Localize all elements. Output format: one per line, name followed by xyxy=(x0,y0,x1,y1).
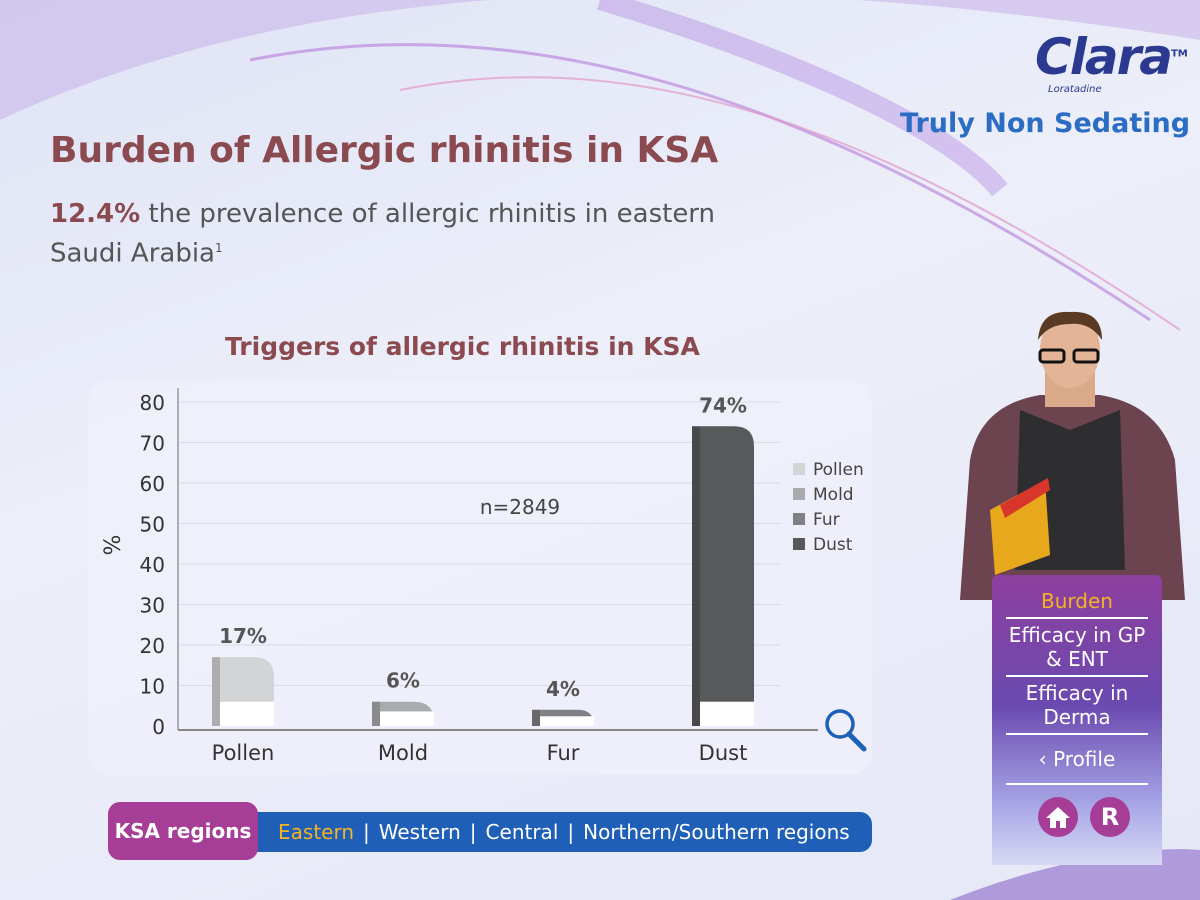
page-title: Burden of Allergic rhinitis in KSA xyxy=(50,130,719,171)
brand-logo: ClaraTM xyxy=(1035,28,1188,86)
chevron-left-icon: ‹ xyxy=(1038,747,1054,771)
brand-generic-name: Loratadine xyxy=(1048,84,1102,95)
brand-tagline: Truly Non Sedating xyxy=(900,108,1191,139)
references-button[interactable]: R xyxy=(1090,797,1130,837)
bar-edge xyxy=(532,709,540,726)
x-tick-label: Fur xyxy=(547,741,580,765)
nav-burden[interactable]: Burden xyxy=(1006,585,1148,619)
legend-label: Dust xyxy=(813,535,853,555)
x-tick-label: Mold xyxy=(378,741,428,765)
region-tab-eastern[interactable]: Eastern xyxy=(278,820,355,844)
y-tick-label: 30 xyxy=(140,594,165,618)
x-tick-label: Dust xyxy=(699,741,748,765)
legend-label: Pollen xyxy=(813,460,864,480)
data-label: 4% xyxy=(546,677,580,701)
bar-edge xyxy=(212,657,220,726)
data-label: 6% xyxy=(386,669,420,693)
legend-swatch xyxy=(793,513,805,525)
bar-dust xyxy=(692,426,754,726)
bar-base xyxy=(380,711,434,726)
y-tick-label: 50 xyxy=(140,513,165,537)
person-image xyxy=(960,311,1185,600)
y-tick-label: 60 xyxy=(140,472,165,496)
y-tick-label: 40 xyxy=(140,553,165,577)
y-tick-label: 0 xyxy=(152,715,165,739)
regions-bar: Eastern | Western | Central | Northern/Souther… xyxy=(108,802,872,860)
home-button[interactable] xyxy=(1038,797,1078,837)
bar-base xyxy=(700,701,754,726)
legend-label: Mold xyxy=(813,485,854,505)
region-separator: | xyxy=(363,820,370,844)
region-tab-northern-southern-regions[interactable]: Northern/Southern regions xyxy=(583,820,850,844)
sample-size-annotation: n=2849 xyxy=(480,495,560,519)
legend-label: Fur xyxy=(813,510,840,530)
data-label: 74% xyxy=(699,393,747,417)
data-label: 17% xyxy=(219,624,267,648)
y-tick-label: 20 xyxy=(140,634,165,658)
regions-list: Eastern | Western | Central | Northern/Souther… xyxy=(238,812,872,852)
chart-title: Triggers of allergic rhinitis in KSA xyxy=(225,332,700,361)
region-separator: | xyxy=(567,820,575,844)
bar-edge xyxy=(372,701,380,726)
y-tick-label: 10 xyxy=(140,675,165,699)
magnifier-icon[interactable] xyxy=(822,706,870,754)
home-icon xyxy=(1046,807,1070,828)
region-separator: | xyxy=(469,820,477,844)
y-tick-label: 80 xyxy=(140,391,165,415)
nav-efficacy-gp-ent[interactable]: Efficacy in GP & ENT xyxy=(1006,619,1148,677)
bar-base xyxy=(220,701,274,726)
side-nav: Burden Efficacy in GP & ENT Efficacy in … xyxy=(992,575,1162,865)
nav-efficacy-derma[interactable]: Efficacy in Derma xyxy=(1006,677,1148,735)
regions-label: KSA regions xyxy=(108,802,258,860)
nav-profile[interactable]: ‹ Profile xyxy=(1006,735,1148,785)
region-tab-western[interactable]: Western xyxy=(378,820,461,844)
bar-edge xyxy=(692,426,700,726)
legend-swatch xyxy=(793,538,805,550)
y-axis-label: % xyxy=(101,535,126,556)
y-tick-label: 70 xyxy=(140,432,165,456)
bar-base xyxy=(540,716,594,726)
legend-swatch xyxy=(793,488,805,500)
legend-swatch xyxy=(793,463,805,475)
x-tick-label: Pollen xyxy=(212,741,275,765)
region-tab-central[interactable]: Central xyxy=(485,820,559,844)
page-subtitle: 12.4% the prevalence of allergic rhiniti… xyxy=(50,199,716,269)
